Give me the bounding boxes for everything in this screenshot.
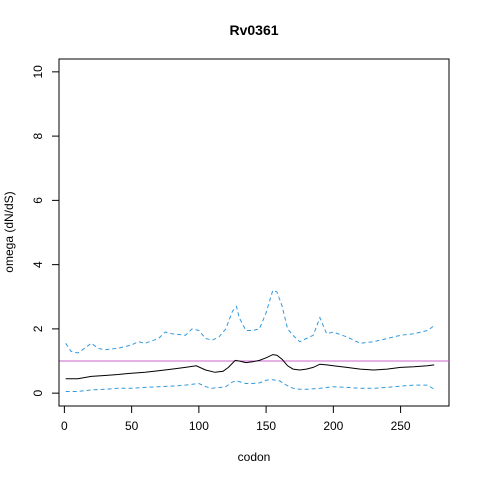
x-tick-label: 250 — [391, 419, 411, 433]
plot-frame — [58, 58, 450, 407]
x-axis-label: codon — [238, 450, 271, 464]
x-tick-label: 50 — [125, 419, 139, 433]
y-tick-label: 4 — [31, 261, 45, 268]
y-tick-label: 2 — [31, 325, 45, 332]
x-tick-label: 200 — [323, 419, 343, 433]
y-tick-label: 6 — [31, 197, 45, 204]
plot-marks — [59, 289, 449, 392]
x-tick-label: 0 — [61, 419, 68, 433]
x-tick-label: 100 — [189, 419, 209, 433]
x-tick-label: 150 — [256, 419, 276, 433]
axes: 0 50 100 150 200 250 0 2 4 6 8 10 — [31, 65, 411, 433]
y-axis-label: omega (dN/dS) — [2, 191, 16, 272]
series-line-estimate — [65, 354, 435, 380]
series-line-upper-bound — [65, 289, 435, 354]
y-tick-label: 8 — [31, 132, 45, 139]
y-tick-label: 10 — [31, 65, 45, 79]
chart-title: Rv0361 — [229, 22, 278, 38]
series-line-lower-bound — [65, 379, 435, 392]
y-tick-label: 0 — [31, 389, 45, 396]
